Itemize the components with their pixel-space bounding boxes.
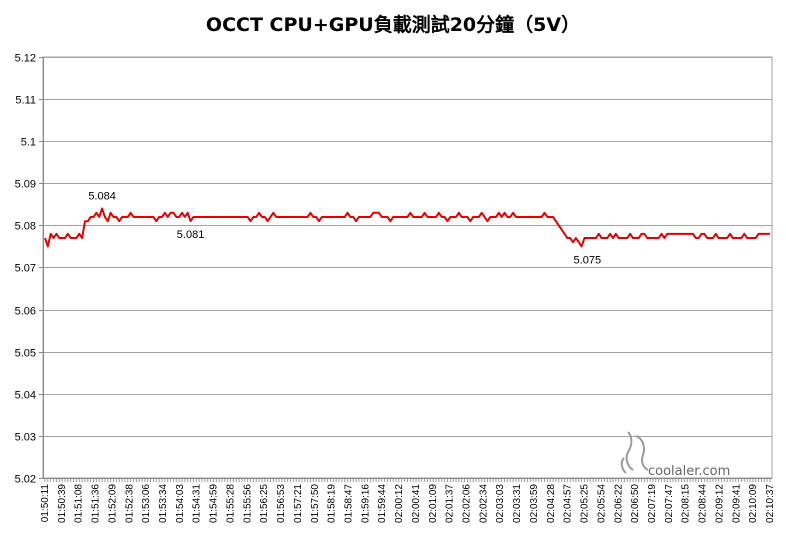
y-tick-label: 5.07 — [15, 263, 36, 275]
grid-lines — [42, 56, 773, 479]
watermark: coolaler.com — [620, 431, 730, 479]
x-tick-label: 02:03:59 — [529, 484, 540, 523]
x-tick-label: 01:56:53 — [276, 484, 287, 523]
x-axis: 01:50:11 01:50:39 01:51:08 01:51:36 01:52:09… — [40, 478, 776, 523]
x-tick-label: 01:54:31 — [192, 484, 203, 523]
series-line — [44, 207, 770, 248]
x-tick-label: 01:58:19 — [327, 484, 338, 523]
x-tick-label: 01:56:25 — [259, 484, 270, 523]
data-label: 5.075 — [574, 254, 602, 266]
y-axis: 5.12 5.11 5.1 5.09 5.08 5.07 5.06 5.05 5.04 5.03 5… — [15, 53, 44, 486]
x-tick-label: 01:59:44 — [377, 484, 388, 523]
y-tick-label: 5.05 — [15, 348, 36, 360]
x-tick-label: 01:54:03 — [175, 484, 186, 523]
data-label: 5.084 — [88, 191, 116, 203]
x-tick-label: 02:10:37 — [765, 484, 776, 523]
y-tick-label: 5.03 — [15, 432, 36, 444]
x-tick-label: 02:03:31 — [512, 484, 523, 523]
x-tick-label: 02:02:06 — [462, 484, 473, 523]
x-tick-label: 02:07:47 — [664, 484, 675, 523]
x-tick-label: 01:58:47 — [343, 484, 354, 523]
x-tick-label: 02:05:54 — [596, 484, 607, 523]
x-tick-label: 01:50:11 — [40, 484, 51, 523]
x-tick-label: 02:08:44 — [698, 484, 709, 523]
watermark-figure-icon — [620, 431, 649, 474]
y-tick-label: 5.06 — [15, 306, 36, 318]
x-tick-label: 02:06:22 — [613, 484, 624, 523]
x-tick-label: 02:05:25 — [580, 484, 591, 523]
x-tick-label: 02:02:34 — [478, 484, 489, 523]
y-tick-label: 5.1 — [21, 137, 36, 149]
x-tick-label: 02:10:09 — [748, 484, 759, 523]
x-tick-label: 01:55:56 — [242, 484, 253, 523]
y-tick-label: 5.09 — [15, 179, 36, 191]
x-tick-label: 01:50:39 — [57, 484, 68, 523]
x-tick-label: 01:52:09 — [107, 484, 118, 523]
y-tick-label: 5.12 — [15, 53, 36, 65]
data-labels: 5.084 5.081 5.075 — [88, 191, 601, 267]
x-tick-label: 01:53:06 — [141, 484, 152, 523]
x-tick-label: 02:08:15 — [681, 484, 692, 523]
watermark-text: coolaler.com — [648, 464, 730, 479]
x-tick-label: 01:54:59 — [209, 484, 220, 523]
x-tick-label: 01:52:38 — [124, 484, 135, 523]
x-tick-label: 01:55:28 — [225, 484, 236, 523]
y-tick-label: 5.08 — [15, 221, 36, 233]
x-tick-label: 02:09:12 — [714, 484, 725, 523]
x-tick-label: 01:53:34 — [158, 484, 169, 523]
x-tick-label: 02:09:41 — [731, 484, 742, 523]
chart-title: OCCT CPU+GPU負載測試20分鐘（5V） — [205, 14, 581, 36]
x-tick-label: 02:06:50 — [630, 484, 641, 523]
x-tick-label: 01:57:21 — [293, 484, 304, 523]
x-tick-label: 01:51:36 — [91, 484, 102, 523]
series-group — [44, 207, 770, 248]
x-tick-label: 02:04:57 — [563, 484, 574, 523]
x-tick-label: 02:01:09 — [428, 484, 439, 523]
data-label: 5.081 — [177, 229, 205, 241]
x-tick-label: 01:59:16 — [360, 484, 371, 523]
x-tick-label: 02:04:28 — [546, 484, 557, 523]
y-tick-label: 5.02 — [15, 474, 36, 486]
y-tick-label: 5.04 — [15, 390, 36, 402]
x-tick-label: 02:03:03 — [495, 484, 506, 523]
x-tick-label: 01:57:50 — [310, 484, 321, 523]
x-tick-label: 02:00:41 — [411, 484, 422, 523]
x-tick-label: 02:07:19 — [647, 484, 658, 523]
y-tick-label: 5.11 — [15, 95, 36, 107]
x-tick-label: 02:01:37 — [445, 484, 456, 523]
x-tick-label: 02:00:12 — [394, 484, 405, 523]
x-tick-label: 01:51:08 — [74, 484, 85, 523]
